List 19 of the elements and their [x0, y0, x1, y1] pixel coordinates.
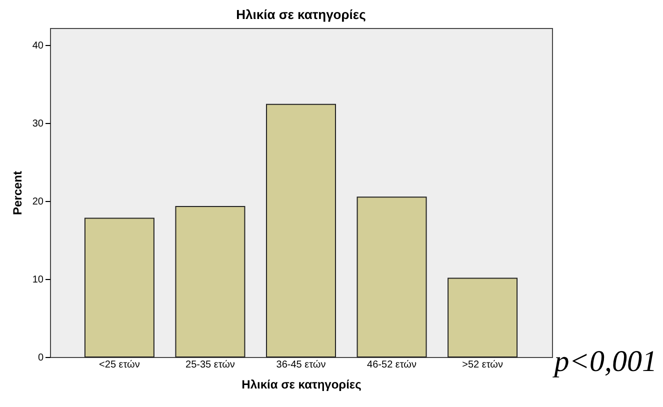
- chart-title: Ηλικία σε κατηγορίες: [236, 7, 366, 22]
- y-tick-label: 20: [32, 196, 44, 208]
- bar: [448, 278, 518, 358]
- y-tick-label: 10: [32, 274, 44, 286]
- text: p<0,001: [554, 345, 657, 379]
- bar: [84, 218, 154, 358]
- x-tick-label: 25-35 ετών: [186, 360, 235, 370]
- y-axis-title: Percent: [10, 170, 24, 216]
- bar: [175, 206, 246, 358]
- x-tick-label: 46-52 ετών: [367, 360, 416, 370]
- y-tick-label: 40: [32, 40, 44, 52]
- x-tick-label: 36-45 ετών: [276, 360, 326, 370]
- x-tick-label: <25 ετών: [99, 360, 140, 370]
- y-tick-label: 30: [32, 118, 44, 130]
- x-tick-label: >52 ετών: [462, 360, 503, 370]
- y-tick-label: 0: [38, 352, 44, 364]
- x-axis-title: Ηλικία σε κατηγορίες: [242, 378, 362, 392]
- bar: [266, 104, 336, 358]
- bar: [356, 196, 427, 358]
